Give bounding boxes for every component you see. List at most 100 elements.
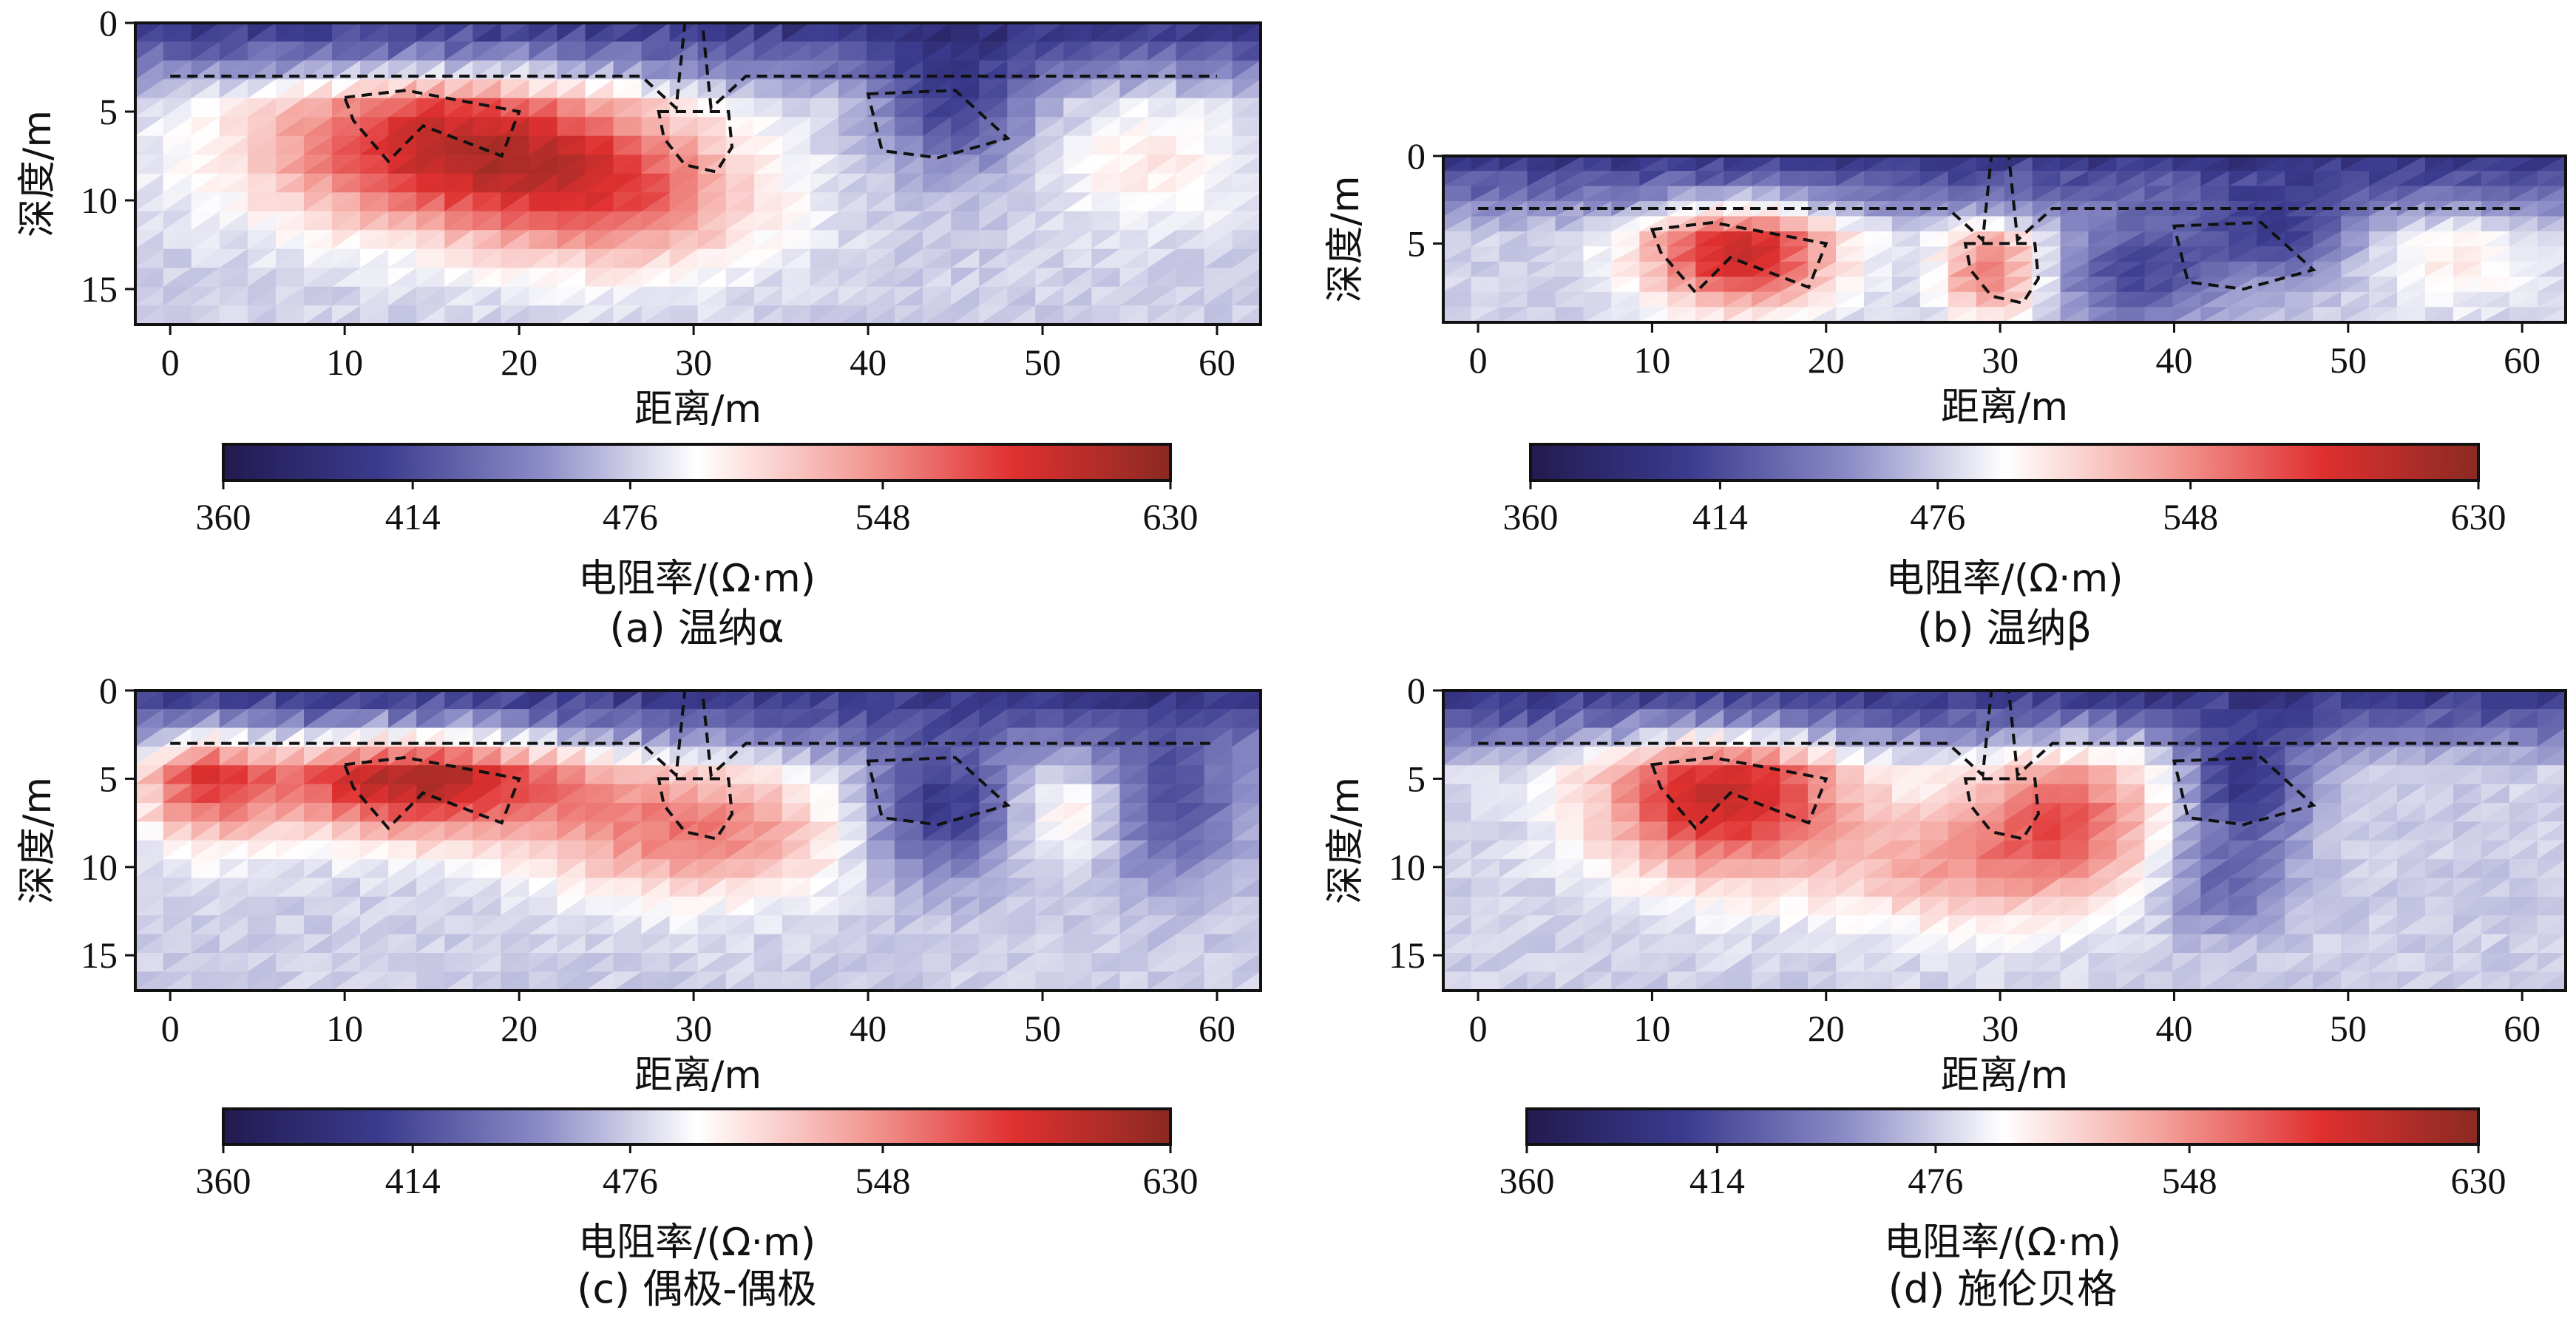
- colorbar-tick-label: 360: [1503, 496, 1559, 537]
- colorbar-tick-label: 360: [196, 1160, 251, 1201]
- x-axis-label: 距离/m: [634, 387, 762, 432]
- colorbar: [1529, 443, 2480, 482]
- colorbar-label: 电阻率/(Ω·m): [1885, 557, 2123, 601]
- interface-outline: [1478, 689, 2523, 778]
- plot-frame: [1442, 155, 2567, 324]
- y-axis-label: 深度/m: [1323, 777, 1368, 904]
- cavity-outline: [866, 756, 1011, 826]
- y-tick-label: 5: [99, 758, 118, 799]
- x-tick-label: 0: [1469, 1008, 1488, 1049]
- y-tick-label: 10: [81, 180, 118, 221]
- colorbar-tick-label: 414: [1689, 1160, 1745, 1201]
- plot-frame: [134, 689, 1262, 992]
- colorbar-tick-label: 548: [855, 1160, 910, 1201]
- colorbar-tick-label: 548: [2162, 1160, 2217, 1201]
- colorbar: [1525, 1107, 2480, 1146]
- colorbar-tick-label: 414: [385, 496, 441, 537]
- x-axis-label: 距离/m: [1941, 1053, 2068, 1098]
- cavity-outline: [866, 89, 1011, 160]
- colorbar-tick-label: 476: [603, 1160, 658, 1201]
- x-tick-label: 0: [1469, 339, 1488, 381]
- x-tick-label: 10: [326, 342, 363, 383]
- y-axis-label: 深度/m: [16, 777, 60, 904]
- panel-caption: (c) 偶极-偶极: [577, 1266, 816, 1312]
- colorbar-label: 电阻率/(Ω·m): [1884, 1221, 2121, 1265]
- x-tick-label: 20: [1808, 1008, 1845, 1049]
- x-tick-label: 40: [850, 342, 887, 383]
- x-axis-label: 距离/m: [634, 1053, 762, 1098]
- x-tick-label: 30: [1982, 1008, 2019, 1049]
- mesh-cell: [2537, 307, 2566, 322]
- colorbar-tick-label: 548: [855, 496, 910, 537]
- resistivity-field: [135, 23, 1261, 325]
- y-tick-label: 0: [99, 2, 118, 44]
- colorbar-tick-label: 630: [2451, 496, 2506, 537]
- cavity-outline: [1963, 242, 2040, 305]
- x-tick-label: 40: [850, 1008, 887, 1049]
- mesh-cell: [1232, 305, 1261, 325]
- cavity-outline: [657, 777, 734, 841]
- colorbar-tick-label: 360: [1499, 1160, 1555, 1201]
- y-tick-label: 10: [1389, 846, 1426, 888]
- y-tick-label: 15: [1389, 934, 1426, 976]
- colorbar-tick-label: 548: [2163, 496, 2218, 537]
- colorbar-label: 电阻率/(Ω·m): [578, 1221, 816, 1265]
- colorbar-tick-label: 476: [1910, 496, 1965, 537]
- colorbar-tick-label: 630: [2451, 1160, 2506, 1201]
- x-tick-label: 10: [1633, 1008, 1670, 1049]
- y-axis-label: 深度/m: [16, 110, 60, 237]
- panel-caption: (a) 温纳α: [610, 605, 784, 651]
- x-tick-label: 30: [1982, 339, 2019, 381]
- x-tick-label: 20: [501, 1008, 538, 1049]
- mesh-cell: [1232, 971, 1261, 991]
- cavity-outline: [1963, 777, 2040, 841]
- x-tick-label: 50: [1024, 342, 1061, 383]
- plot-frame: [1442, 689, 2567, 992]
- colorbar-tick-label: 630: [1143, 496, 1199, 537]
- x-tick-label: 60: [2504, 1008, 2541, 1049]
- x-tick-label: 30: [675, 342, 712, 383]
- colorbar-tick-label: 630: [1143, 1160, 1199, 1201]
- colorbar-tick-label: 360: [196, 496, 251, 537]
- y-tick-label: 5: [1407, 223, 1426, 264]
- x-tick-label: 0: [161, 342, 180, 383]
- x-tick-label: 10: [1633, 339, 1670, 381]
- y-tick-label: 0: [99, 670, 118, 711]
- colorbar-label: 电阻率/(Ω·m): [578, 557, 816, 601]
- y-tick-label: 15: [81, 268, 118, 310]
- x-tick-label: 50: [2330, 339, 2367, 381]
- colorbar-tick-label: 414: [385, 1160, 441, 1201]
- y-tick-label: 0: [1407, 670, 1426, 711]
- y-axis-label: 深度/m: [1323, 175, 1368, 302]
- colorbar: [222, 1107, 1172, 1146]
- x-tick-label: 40: [2155, 1008, 2192, 1049]
- x-tick-label: 40: [2155, 339, 2192, 381]
- x-tick-label: 20: [1808, 339, 1845, 381]
- panel-caption: (d) 施伦贝格: [1888, 1266, 2118, 1312]
- y-tick-label: 0: [1407, 135, 1426, 177]
- x-tick-label: 50: [2330, 1008, 2367, 1049]
- panel-caption: (b) 温纳β: [1917, 605, 2092, 651]
- colorbar: [222, 443, 1172, 482]
- resistivity-field: [1443, 156, 2566, 322]
- x-tick-label: 20: [501, 342, 538, 383]
- interface-outline: [170, 689, 1218, 778]
- plot-frame: [134, 21, 1262, 326]
- resistivity-field: [135, 690, 1261, 991]
- cavity-outline: [2172, 756, 2316, 826]
- x-axis-label: 距离/m: [1941, 385, 2068, 430]
- cavity-outline: [1650, 220, 1828, 295]
- interface-outline: [1478, 155, 2523, 243]
- y-tick-label: 15: [81, 934, 118, 976]
- cavity-outline: [2172, 220, 2316, 291]
- x-tick-label: 30: [675, 1008, 712, 1049]
- x-tick-label: 60: [1199, 342, 1236, 383]
- cavity-outline: [657, 110, 734, 174]
- x-tick-label: 10: [326, 1008, 363, 1049]
- colorbar-tick-label: 476: [1908, 1160, 1963, 1201]
